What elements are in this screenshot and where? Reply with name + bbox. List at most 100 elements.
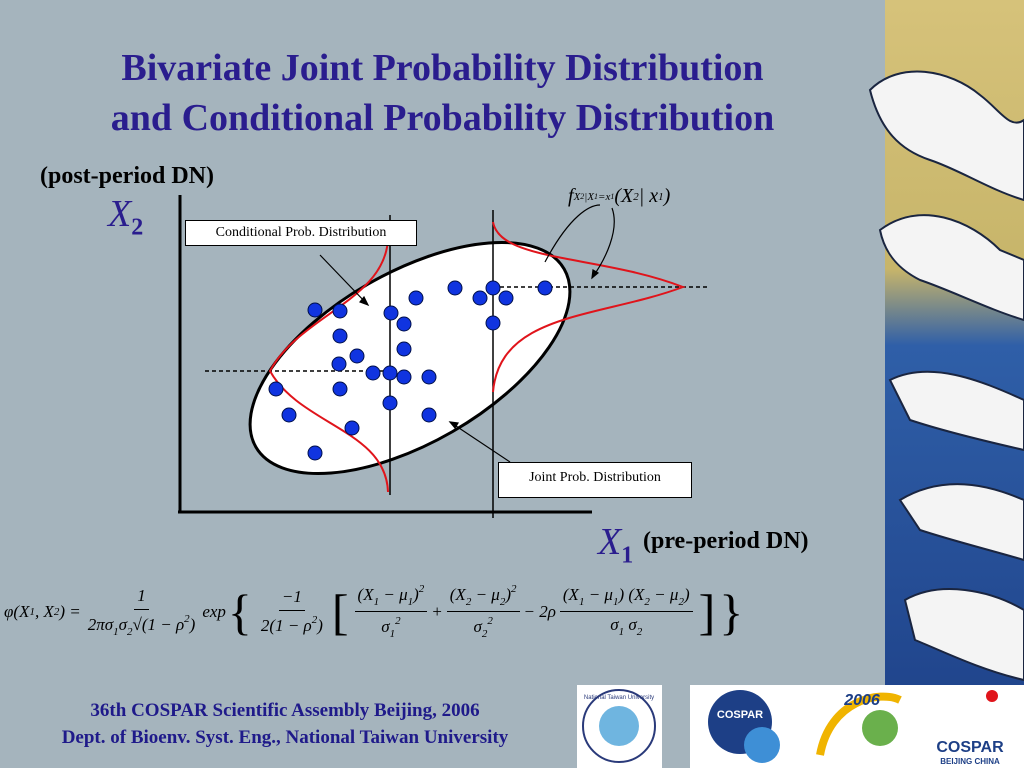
formula-token: 2 <box>499 596 506 608</box>
formula-token: 1 <box>407 596 414 608</box>
formula-token: 1 <box>373 596 380 608</box>
formula-token: (X <box>449 585 466 604</box>
x-axis-name: X1 <box>598 520 633 570</box>
numerator: (X1 − μ1) (X2 − μ2) <box>559 585 693 612</box>
formula-token: } <box>719 583 744 640</box>
formula-token: 2 <box>127 625 133 638</box>
denominator: 2(1 − ρ2) <box>258 611 326 636</box>
y-axis-symbol: X <box>108 193 132 235</box>
formula-token: [ <box>331 583 349 640</box>
formula-token: σ <box>624 615 637 634</box>
formula-token: | x <box>638 185 659 207</box>
formula-token: − μ <box>584 585 613 604</box>
numerator: −1 <box>278 587 305 611</box>
formula-token: √(1 − ρ <box>132 614 185 634</box>
formula-token: 2 <box>481 628 488 640</box>
footer-line: Dept. of Bioenv. Syst. Eng., National Ta… <box>61 727 509 748</box>
numerator: 1 <box>134 586 149 610</box>
formula-token: 2 <box>636 626 643 638</box>
formula-token: ) <box>663 185 671 207</box>
cospar-globe <box>744 727 780 763</box>
formula-token: 2 <box>511 583 517 595</box>
formula-token: φ(X <box>4 601 30 621</box>
formula-token: ) (X <box>618 585 645 604</box>
formula-token: f <box>568 185 574 207</box>
x-axis-sub: 1 <box>621 542 634 569</box>
event-globe <box>862 710 898 746</box>
numerator: (X1 − μ1)2 <box>354 583 428 612</box>
denominator: σ22 <box>470 612 495 640</box>
event-place: BEIJING CHINA <box>940 757 1000 766</box>
y-axis-sub: 2 <box>131 214 144 241</box>
callout: Joint Prob. Distribution <box>498 462 692 498</box>
formula-token: − 2ρ <box>523 601 556 621</box>
conditional-formula: f X 2 |X 1 =x 1 (X 2 | x 1) <box>568 185 670 208</box>
ntu-logo-text: National Taiwan University <box>584 695 654 701</box>
formula-token: exp <box>202 601 226 621</box>
formula-token: + <box>431 601 443 621</box>
numerator: (X2 − μ2)2 <box>446 583 520 612</box>
formula-token: 1 <box>618 626 625 638</box>
x-axis-label: (pre-period DN) <box>643 528 809 554</box>
formula-token: ) = <box>59 601 81 621</box>
formula-token: 2 <box>418 583 425 595</box>
formula-token: − μ <box>649 585 679 604</box>
conditional-curves <box>268 221 686 493</box>
formula-token: 2 <box>678 596 684 608</box>
formula-token: ) <box>505 585 511 604</box>
callout: Conditional Prob. Distribution <box>185 220 417 246</box>
denominator: σ1 σ2 <box>607 612 645 638</box>
fraction: (X1 − μ1) (X2 − μ2) σ1 σ2 <box>559 585 693 638</box>
fraction: 1 2πσ1σ2√(1 − ρ2) <box>85 586 199 638</box>
formula-token: ) <box>683 585 690 604</box>
y-axis-label: (post-period DN) <box>40 163 214 189</box>
sample-points <box>268 280 553 461</box>
formula-token: − μ <box>379 585 408 604</box>
fraction: −1 2(1 − ρ2) <box>258 587 326 636</box>
pointers <box>319 204 615 463</box>
formula-token: 1 <box>578 596 585 608</box>
formula-token: σ <box>381 617 390 636</box>
event-star <box>986 690 998 702</box>
denominator: σ12 <box>378 612 403 640</box>
formula-token: 1 <box>610 192 615 201</box>
formula-token: 2 <box>580 192 585 201</box>
cospar-logo-text: COSPAR <box>717 709 763 721</box>
swoosh <box>816 692 902 756</box>
fraction: (X2 − μ2)2 σ22 <box>446 583 520 640</box>
formula-token: 1 <box>612 596 619 608</box>
formula-token: 2 <box>487 615 493 627</box>
fraction: (X1 − μ1)2 σ12 <box>354 583 428 640</box>
formula-token: , X <box>34 601 54 621</box>
formula-token: −1 <box>281 587 302 606</box>
formula-token: (X <box>614 185 634 207</box>
footer-line: 36th COSPAR Scientific Assembly Beijing,… <box>90 700 480 721</box>
axes <box>178 195 592 514</box>
formula-token: 2 <box>53 605 60 618</box>
formula-token: 2 <box>311 614 318 626</box>
formula-token: X <box>573 190 581 203</box>
formula-token: ) <box>189 614 196 634</box>
formula-token: |X <box>584 190 595 203</box>
formula-token: 1 <box>29 605 35 618</box>
formula-token: σ <box>473 617 482 636</box>
title-line: Bivariate Joint Probability Distribution <box>121 47 764 89</box>
formula-token: ] <box>698 583 716 640</box>
formula-token: (X <box>562 585 579 604</box>
formula-token: 2 <box>184 612 190 625</box>
formula-token: 1 <box>113 625 119 638</box>
joint-formula: φ(X 1, X 2) = 1 2πσ1σ2√(1 − ρ2) exp{−1 2(1 −… <box>4 583 745 640</box>
waves <box>868 70 1024 682</box>
formula-token: 2 <box>644 596 650 608</box>
formula-token: { <box>227 583 252 640</box>
formula-token: 2(1 − ρ <box>260 616 312 635</box>
formula-token: 1 <box>594 192 599 201</box>
formula-token: =x <box>598 190 611 203</box>
event-year: 2006 <box>843 692 880 709</box>
formula-token: 2 <box>395 615 401 627</box>
formula-token: − μ <box>471 585 500 604</box>
formula-token: (X <box>357 585 374 604</box>
formula-token: ) <box>413 585 419 604</box>
formula-token: ) <box>317 616 323 635</box>
